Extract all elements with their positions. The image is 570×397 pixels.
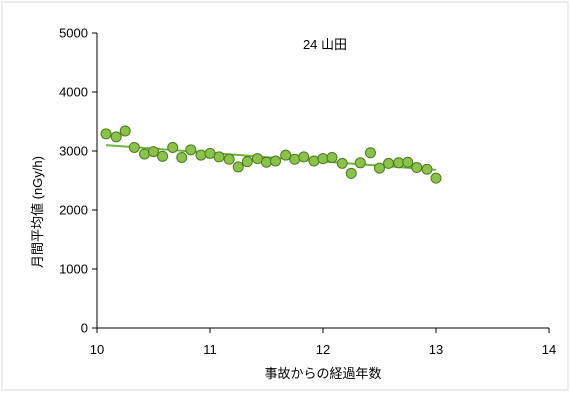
data-point-6 — [157, 150, 169, 162]
data-point-19 — [280, 149, 292, 161]
y-tick-label-3000: 3000 — [59, 144, 88, 159]
data-point-24 — [326, 151, 338, 163]
data-point-28 — [364, 147, 376, 159]
x-tick-label-10: 10 — [90, 342, 104, 357]
data-point-21 — [298, 151, 310, 163]
data-point-15 — [241, 156, 253, 168]
x-axis-label: 事故からの経過年数 — [264, 366, 381, 381]
x-tick-label-13: 13 — [429, 342, 443, 357]
data-point-3 — [128, 141, 140, 153]
y-tick-label-5000: 5000 — [59, 26, 88, 41]
data-point-4 — [138, 148, 150, 160]
data-point-20 — [289, 153, 301, 165]
data-point-17 — [261, 156, 272, 168]
data-point-18 — [270, 155, 282, 167]
data-point-33 — [411, 162, 423, 174]
data-point-25 — [336, 157, 348, 169]
data-point-34 — [421, 163, 433, 175]
data-point-29 — [374, 162, 385, 174]
x-tick-label-14: 14 — [542, 342, 556, 357]
data-point-0 — [100, 128, 112, 140]
data-point-8 — [176, 151, 188, 163]
data-point-31 — [393, 157, 405, 169]
data-point-11 — [204, 147, 216, 159]
y-axis-label: 月間平均値 (nGy/h) — [30, 156, 45, 268]
data-point-27 — [354, 157, 366, 169]
data-point-2 — [119, 125, 131, 137]
y-tick-label-4000: 4000 — [59, 85, 88, 100]
chart-title: 24 山田 — [303, 37, 347, 52]
data-point-23 — [317, 153, 329, 165]
data-point-7 — [167, 141, 179, 153]
y-tick-label-0: 0 — [81, 321, 88, 336]
data-point-32 — [402, 156, 414, 168]
data-point-5 — [148, 146, 159, 158]
x-tick-label-12: 12 — [316, 342, 330, 357]
data-point-13 — [223, 153, 235, 165]
data-point-1 — [110, 131, 122, 143]
x-tick-label-11: 11 — [203, 342, 217, 357]
data-point-9 — [185, 144, 197, 156]
data-point-35 — [430, 172, 442, 184]
data-point-10 — [195, 149, 207, 161]
data-point-14 — [232, 161, 244, 173]
data-point-26 — [345, 167, 357, 179]
y-tick-label-2000: 2000 — [59, 203, 88, 218]
y-tick-label-1000: 1000 — [59, 262, 88, 277]
chart-frame — [1, 1, 569, 391]
data-point-22 — [308, 155, 320, 167]
data-point-12 — [213, 151, 225, 163]
data-point-16 — [251, 153, 263, 165]
data-point-30 — [383, 157, 395, 169]
